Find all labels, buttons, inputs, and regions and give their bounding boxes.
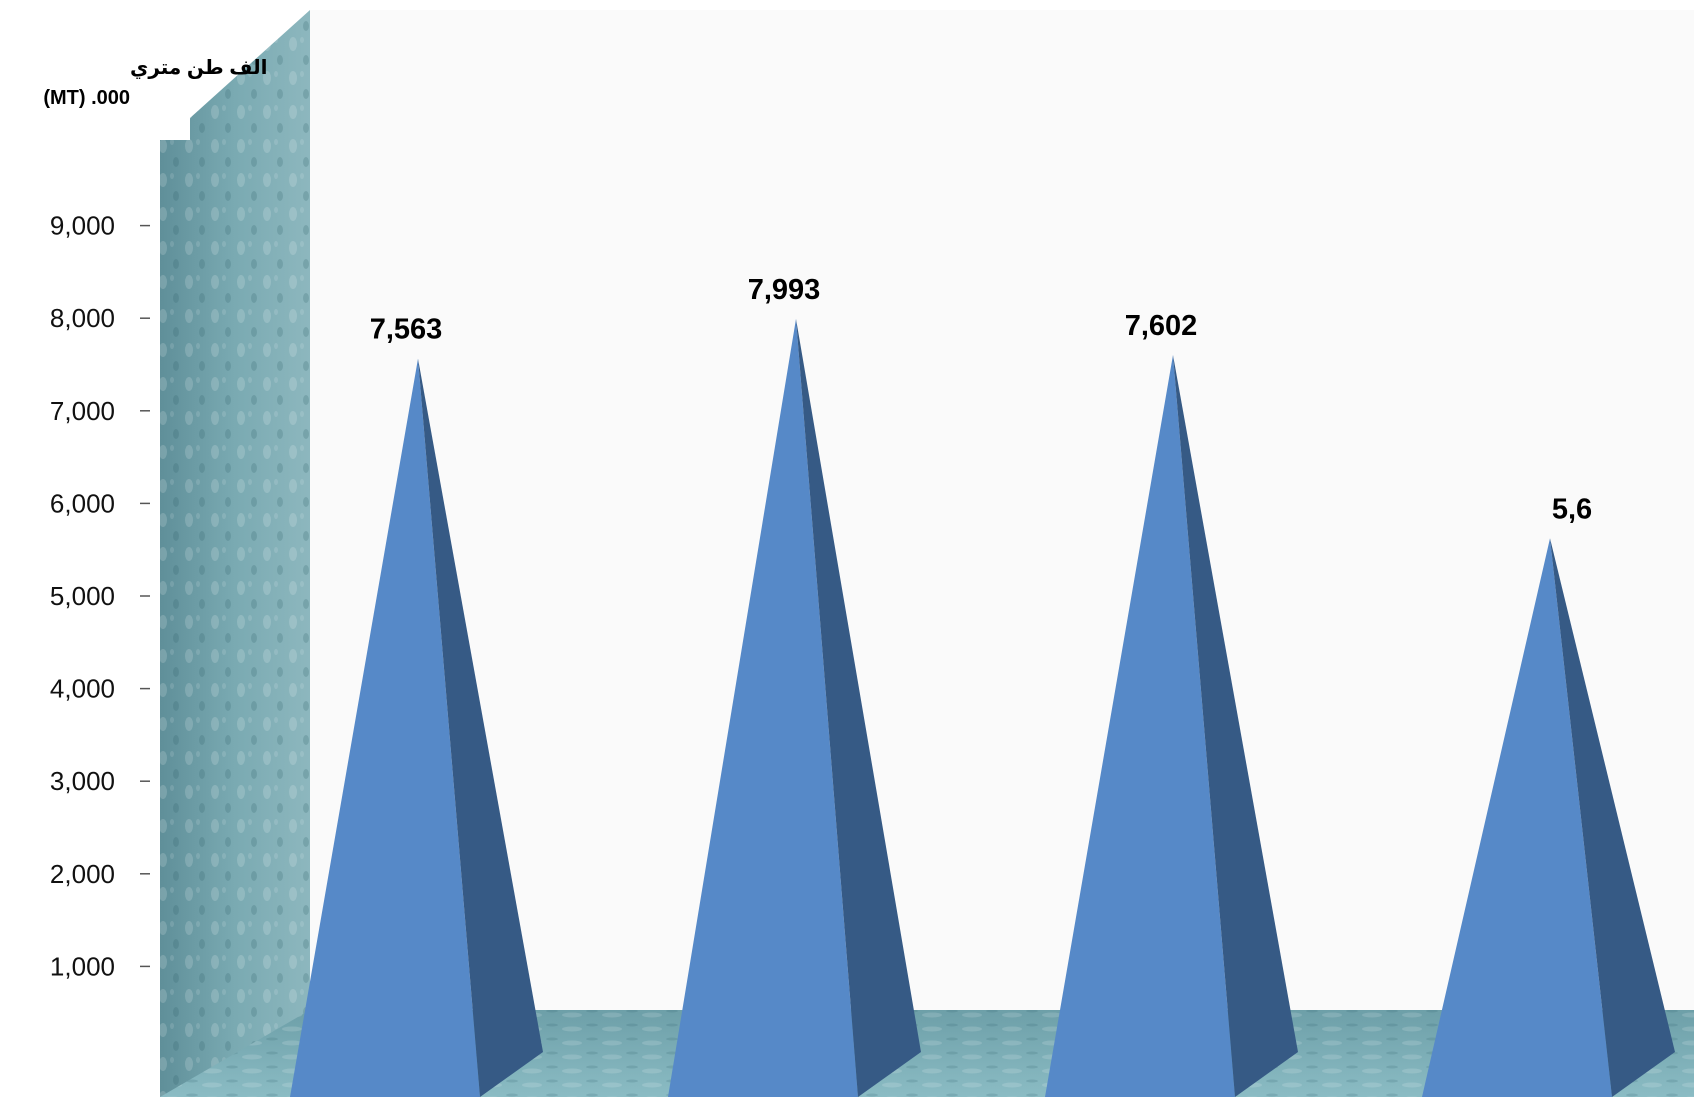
y-tick-label: 6,000 bbox=[50, 488, 115, 518]
y-tick-label: 9,000 bbox=[50, 211, 115, 241]
y-tick-label: 2,000 bbox=[50, 859, 115, 889]
bar-value-label: 7,563 bbox=[370, 314, 443, 346]
pyramid-bar: 7,993 bbox=[668, 274, 921, 1097]
y-tick-label: 8,000 bbox=[50, 303, 115, 333]
pyramid-front-face bbox=[1045, 355, 1235, 1097]
y-tick-label: 4,000 bbox=[50, 674, 115, 704]
back-wall bbox=[310, 10, 1694, 1010]
y-axis-unit-line-1: الف طن متري bbox=[130, 57, 267, 80]
pyramid-side-face bbox=[418, 358, 543, 1097]
y-tick-label: 3,000 bbox=[50, 766, 115, 796]
y-tick-label: 7,000 bbox=[50, 396, 115, 426]
pyramid-front-face bbox=[1422, 538, 1612, 1097]
floor bbox=[160, 1010, 1694, 1097]
y-tick-label: 1,000 bbox=[50, 951, 115, 981]
pyramid-bar: 5,6 bbox=[1422, 493, 1675, 1097]
bar-value-label: 7,602 bbox=[1125, 310, 1198, 342]
bar-value-label: 5,6 bbox=[1552, 493, 1592, 525]
y-axis: 1,000 2,000 3,000 4,000 5,000 6,000 7,000 8,000… bbox=[50, 211, 150, 981]
bars: 7,563 7,993 7,602 5,6 bbox=[290, 274, 1675, 1097]
pyramid-front-face bbox=[668, 318, 858, 1097]
y-tick-label: 5,000 bbox=[50, 581, 115, 611]
pyramid-side-face bbox=[796, 318, 921, 1097]
side-wall bbox=[160, 10, 310, 1097]
pyramid-front-face bbox=[290, 358, 480, 1097]
pyramid-bar: 7,563 bbox=[290, 314, 543, 1097]
bar-value-label: 7,993 bbox=[748, 274, 821, 306]
pyramid-side-face bbox=[1173, 355, 1298, 1097]
pyramid-side-face bbox=[1550, 538, 1675, 1097]
pyramid-bar: 7,602 bbox=[1045, 310, 1298, 1097]
y-axis-unit-line-2: (MT) .000 bbox=[43, 87, 130, 109]
